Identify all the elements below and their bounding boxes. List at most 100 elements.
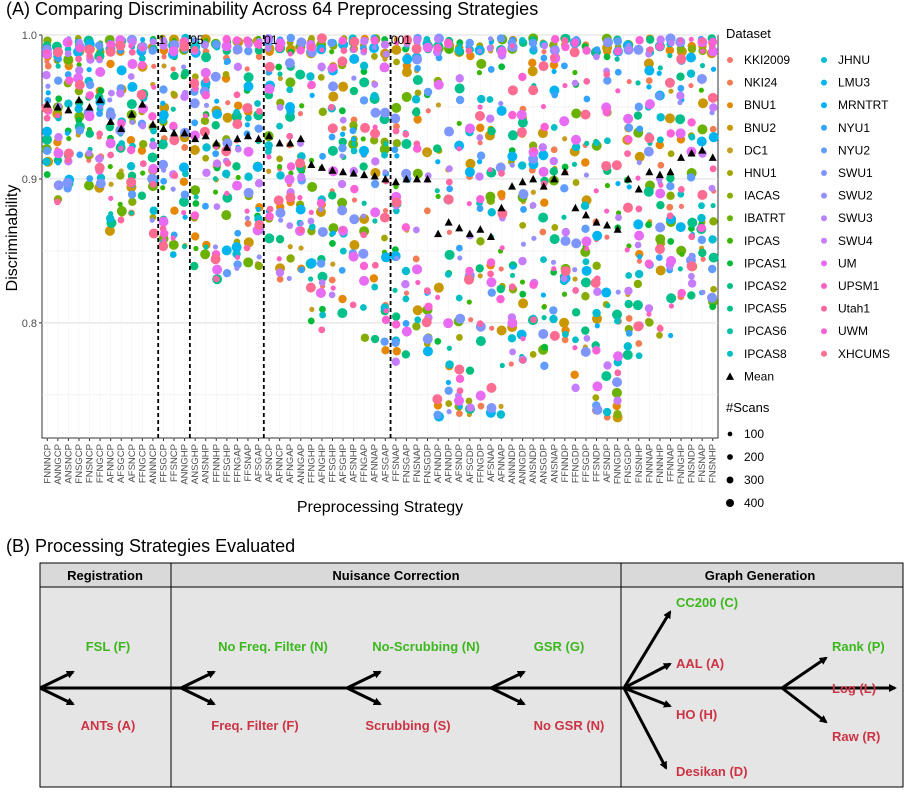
data-point — [264, 34, 273, 44]
node-no-scrubbing: No-Scrubbing (N) — [372, 639, 480, 654]
data-point — [455, 95, 465, 105]
data-point — [667, 150, 675, 158]
data-point — [519, 36, 526, 44]
data-point — [359, 96, 369, 105]
mean-marker — [360, 170, 369, 179]
data-point — [149, 180, 157, 188]
data-point — [295, 69, 306, 80]
legend-swatch — [821, 260, 827, 267]
data-point — [541, 343, 549, 351]
x-tick-label: FFNGAP — [359, 444, 370, 483]
data-point — [518, 298, 529, 309]
data-point — [666, 191, 675, 200]
data-point — [222, 70, 230, 78]
legend-swatch — [727, 328, 733, 335]
data-point — [212, 150, 220, 158]
data-point — [308, 276, 314, 282]
data-point — [391, 197, 402, 208]
data-point — [75, 55, 82, 63]
data-point — [539, 228, 547, 236]
data-point — [349, 86, 359, 96]
data-point — [412, 168, 423, 179]
legend-label: IPCAS — [744, 234, 780, 248]
data-point — [676, 91, 685, 100]
data-point — [244, 220, 252, 227]
data-point — [613, 37, 623, 46]
data-point — [349, 36, 360, 47]
legend-size-items: 100 200 300 400 — [726, 427, 764, 510]
data-point — [477, 104, 483, 110]
branch-arrow-ho — [623, 686, 672, 708]
data-point — [538, 328, 549, 339]
legend-swatch — [821, 79, 827, 86]
data-point — [202, 168, 211, 177]
data-point — [601, 160, 612, 171]
branch-arrow-down — [180, 686, 216, 706]
data-point — [538, 143, 547, 152]
data-point — [202, 113, 209, 119]
data-point — [128, 48, 136, 56]
data-point — [383, 141, 389, 147]
data-point — [422, 346, 433, 357]
x-tick-label: AFSGHP — [338, 444, 349, 483]
data-point — [529, 201, 537, 209]
data-point — [561, 214, 567, 220]
x-tick-label: AFNNDP — [433, 444, 444, 483]
data-point — [592, 381, 603, 392]
legend-size-label: 400 — [744, 496, 764, 510]
data-point — [379, 144, 390, 155]
data-point — [341, 125, 347, 132]
data-point — [635, 80, 641, 86]
data-point — [391, 312, 401, 321]
data-point — [602, 107, 611, 117]
data-point — [391, 338, 400, 348]
data-point — [518, 189, 529, 200]
x-tick-label: ANSNCP — [63, 444, 74, 484]
data-point — [233, 62, 243, 72]
data-point — [677, 288, 686, 298]
panel-a-chart: .1 .05 .01 .001 0.8 0.9 1.0 FNNNCP ANNGCP ANSNC… — [4, 30, 719, 516]
mean-marker — [381, 174, 390, 183]
data-point — [254, 220, 265, 231]
data-point — [340, 131, 346, 137]
data-point — [277, 164, 283, 170]
data-point — [540, 122, 549, 132]
data-point — [317, 62, 326, 71]
data-point — [613, 409, 622, 419]
data-point — [351, 197, 358, 203]
data-point — [592, 261, 601, 270]
data-point — [53, 47, 64, 58]
data-point — [221, 210, 232, 221]
data-point — [698, 248, 707, 258]
data-point — [371, 261, 379, 269]
data-point — [540, 256, 547, 264]
mean-marker — [254, 134, 263, 143]
x-tick-label: AFSNCP — [264, 444, 275, 483]
data-point — [116, 65, 127, 76]
legend-label: NKI24 — [744, 76, 778, 90]
data-point — [126, 145, 136, 155]
data-point — [486, 258, 496, 267]
data-point — [466, 403, 475, 412]
x-tick-label: AFSNDP — [454, 444, 465, 483]
data-point — [244, 172, 253, 181]
mean-marker — [138, 100, 147, 108]
data-point — [307, 80, 316, 90]
data-point — [307, 217, 315, 225]
data-point — [105, 214, 115, 223]
data-point — [338, 36, 347, 45]
data-point — [403, 290, 410, 296]
data-point — [95, 67, 106, 78]
data-point — [433, 43, 442, 53]
data-point — [339, 116, 347, 124]
data-point — [297, 195, 303, 201]
node-no-freq-filter: No Freq. Filter (N) — [218, 639, 328, 654]
data-point — [476, 58, 487, 69]
data-point — [190, 211, 200, 220]
data-point — [455, 294, 463, 302]
mean-marker — [85, 102, 94, 111]
data-point — [423, 207, 431, 215]
branch-arrow-desikan — [622, 687, 668, 770]
mean-marker — [159, 124, 168, 133]
data-point — [370, 334, 380, 344]
